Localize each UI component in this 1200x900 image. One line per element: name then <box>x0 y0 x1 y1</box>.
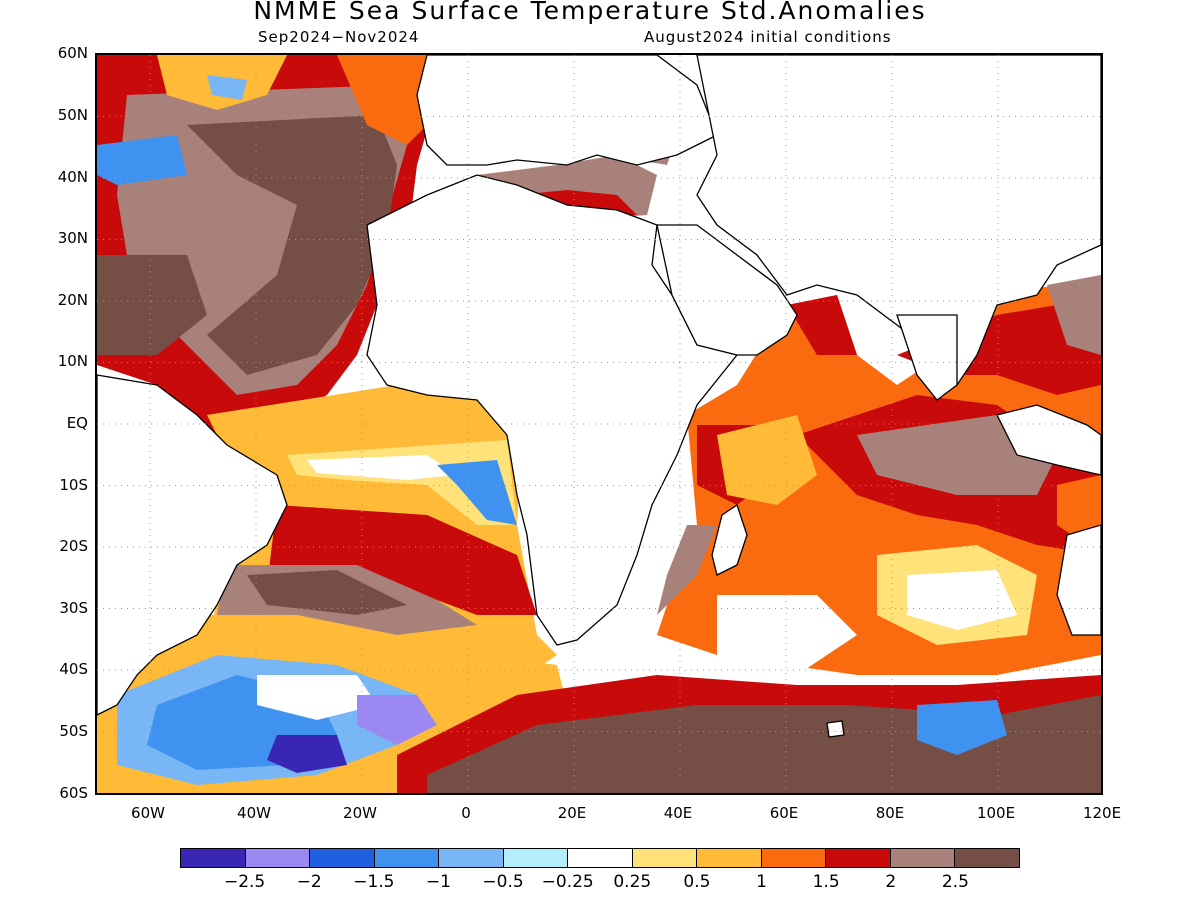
lon-label-120e: 120E <box>1082 804 1122 822</box>
lon-label-80e: 80E <box>875 804 905 822</box>
sst-anomaly-map <box>97 55 1101 793</box>
anomaly-region <box>247 570 407 615</box>
colorbar <box>180 848 1020 868</box>
anomaly-region <box>907 570 1017 630</box>
forecast-period: Sep2024−Nov2024 <box>258 28 420 46</box>
anomaly-region <box>357 695 437 745</box>
lon-label-0: 0 <box>461 804 471 822</box>
lat-label-30n: 30N <box>57 229 88 247</box>
europe <box>416 55 718 166</box>
lat-label-40n: 40N <box>57 168 88 186</box>
anomaly-region <box>267 505 537 615</box>
anomaly-region <box>717 595 857 675</box>
colorbar-swatch <box>632 849 698 867</box>
colorbar-swatch <box>310 849 375 867</box>
anomaly-region <box>657 525 717 615</box>
lon-label-20e: 20E <box>557 804 587 822</box>
lat-label-40s: 40S <box>59 660 88 678</box>
lat-label-50n: 50N <box>57 106 88 124</box>
anomaly-region <box>187 115 397 375</box>
colorbar-swatch <box>374 849 440 867</box>
colorbar-swatch <box>245 849 311 867</box>
colorbar-tick-label: 2 <box>885 872 897 892</box>
colorbar-tick-label: 2.5 <box>941 872 969 892</box>
colorbar-tick-label: −2 <box>296 872 322 892</box>
lat-label-10n: 10N <box>57 352 88 370</box>
colorbar-swatch <box>181 849 246 867</box>
lat-label-20n: 20N <box>57 291 88 309</box>
lon-label-40e: 40E <box>663 804 693 822</box>
colorbar-swatch <box>890 849 956 867</box>
anomaly-region <box>97 135 187 185</box>
anomaly-region <box>437 460 517 525</box>
lat-label-60s: 60S <box>59 784 88 802</box>
colorbar-labels: −2.5 −2 −1.5 −1 −0.5 −0.25 0.25 0.5 1 1.5 2 2.5 <box>180 872 1020 892</box>
anomaly-region <box>787 295 857 355</box>
anomaly-region <box>207 75 247 100</box>
lon-label-40w: 40W <box>237 804 271 822</box>
anomaly-region <box>717 415 817 505</box>
map-area <box>95 53 1103 795</box>
lat-label-60n: 60N <box>57 44 88 62</box>
india <box>896 314 958 401</box>
colorbar-tick-label: −2.5 <box>223 872 266 892</box>
lat-label-20s: 20S <box>59 537 88 555</box>
land-masses <box>97 55 1101 738</box>
anomaly-field <box>97 55 1101 793</box>
colorbar-tick-label: 1.5 <box>812 872 840 892</box>
anomaly-region <box>257 675 377 720</box>
anomaly-region <box>307 455 457 480</box>
initial-conditions: August2024 initial conditions <box>644 28 892 46</box>
lat-label-50s: 50S <box>59 722 88 740</box>
lon-label-100e: 100E <box>976 804 1016 822</box>
arabia <box>656 224 798 356</box>
map-title: NMME Sea Surface Temperature Std.Anomali… <box>253 0 927 25</box>
colorbar-swatch <box>826 849 891 867</box>
colorbar-swatch <box>955 849 1019 867</box>
colorbar-tick-label: 0.5 <box>683 872 711 892</box>
lat-label-eq: EQ <box>66 414 88 432</box>
colorbar-tick-label: 1 <box>756 872 767 892</box>
kerguelen <box>826 720 845 738</box>
colorbar-tick-label: −0.5 <box>482 872 524 892</box>
south-america <box>97 374 288 716</box>
anomaly-region <box>267 735 347 773</box>
colorbar-swatch <box>697 849 762 867</box>
anomaly-region <box>917 700 1007 755</box>
lon-label-60e: 60E <box>769 804 799 822</box>
anomaly-region <box>97 255 207 355</box>
africa <box>366 174 739 646</box>
lat-label-30s: 30S <box>59 599 88 617</box>
indonesia <box>996 404 1101 476</box>
colorbar-swatch <box>568 849 633 867</box>
lon-label-20w: 20W <box>343 804 377 822</box>
colorbar-swatch <box>439 849 504 867</box>
colorbar-tick-label: −0.25 <box>541 872 594 892</box>
colorbar-tick-label: −1 <box>425 872 451 892</box>
colorbar-tick-label: 0.25 <box>613 872 652 892</box>
lat-label-10s: 10S <box>59 476 88 494</box>
australia <box>1056 524 1101 636</box>
lon-label-60w: 60W <box>131 804 165 822</box>
colorbar-swatch <box>503 849 569 867</box>
anomaly-region <box>337 55 437 145</box>
colorbar-swatch <box>761 849 827 867</box>
colorbar-tick-label: −1.5 <box>353 872 395 892</box>
madagascar <box>711 503 748 576</box>
anomaly-region <box>1047 275 1101 355</box>
